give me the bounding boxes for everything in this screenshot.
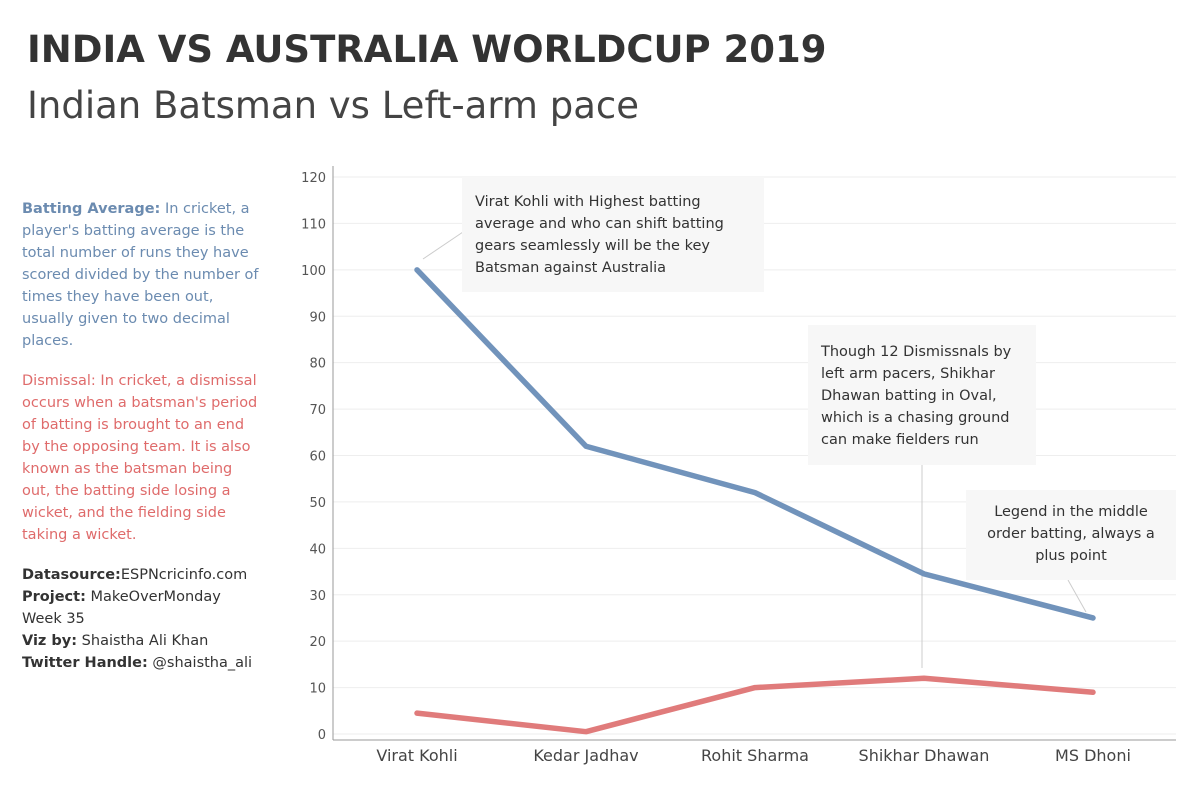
- credit-datasource: Datasource:ESPNcricinfo.com: [22, 564, 262, 586]
- annotation-text-line: order batting, always a: [987, 526, 1155, 542]
- data-point: [752, 685, 758, 690]
- annotation-connectors: [422, 231, 1087, 668]
- vizby-label: Viz by:: [22, 633, 78, 649]
- chart-subtitle: Indian Batsman vs Left-arm pace: [27, 84, 639, 127]
- x-tick-label: Virat Kohli: [376, 746, 457, 765]
- sidebar: Batting Average: In cricket, a player's …: [22, 198, 262, 674]
- y-tick-label: 90: [309, 310, 326, 325]
- chart-title: INDIA VS AUSTRALIA WORLDCUP 2019: [27, 28, 827, 71]
- data-point: [1090, 615, 1096, 621]
- y-tick-label: 40: [309, 542, 326, 557]
- credit-twitter: Twitter Handle: @shaistha_ali: [22, 652, 262, 674]
- credits: Datasource:ESPNcricinfo.com Project: Mak…: [22, 564, 262, 674]
- annotation-callout: Legend in the middle order batting, alway…: [966, 490, 1176, 580]
- annotation-box: [462, 177, 764, 292]
- data-point: [921, 571, 927, 577]
- x-tick-label: Kedar Jadhav: [533, 746, 638, 765]
- axes: 0 10 20 30 40 50 60 70 80 90 100 110 120 Virat Kohli K…: [301, 166, 1176, 765]
- data-point: [752, 490, 758, 495]
- credit-vizby: Viz by: Shaistha Ali Khan: [22, 630, 262, 652]
- series-lines: [414, 267, 1096, 735]
- data-point: [1090, 690, 1096, 695]
- dismissal-definition: Dismissal: In cricket, a dismissal occur…: [22, 373, 258, 543]
- annotations: Virat Kohli with Highest batting average …: [462, 177, 1176, 580]
- y-tick-label: 60: [309, 450, 326, 465]
- y-tick-label: 20: [309, 635, 326, 650]
- data-point: [414, 267, 420, 273]
- y-tick-label: 120: [301, 171, 326, 186]
- data-point: [921, 676, 927, 681]
- annotation-box: [808, 325, 1036, 465]
- annotation-callout: Virat Kohli with Highest batting average …: [462, 177, 764, 292]
- annotation-text-line: can make fielders run: [821, 432, 979, 448]
- data-point: [414, 710, 420, 716]
- project-label: Project:: [22, 589, 86, 605]
- annotation-connector: [1067, 579, 1087, 613]
- y-tick-label: 0: [318, 728, 326, 743]
- annotation-text-line: gears seamlessly will be the key: [475, 238, 710, 254]
- y-tick-label: 30: [309, 589, 326, 604]
- y-tick-label: 50: [309, 496, 326, 511]
- x-tick-label: MS Dhoni: [1055, 746, 1131, 765]
- annotation-box: [966, 490, 1176, 580]
- annotation-text-line: left arm pacers, Shikhar: [821, 366, 995, 382]
- y-tick-label: 70: [309, 403, 326, 418]
- y-tick-label: 80: [309, 357, 326, 372]
- annotation-text-line: Legend in the middle: [994, 504, 1148, 520]
- annotation-text-line: Batsman against Australia: [475, 260, 666, 276]
- annotation-text-line: which is a chasing ground: [821, 410, 1009, 426]
- vizby-value: Shaistha Ali Khan: [77, 633, 209, 649]
- datasource-label: Datasource:: [22, 567, 121, 583]
- project-value: MakeOverMonday: [85, 589, 221, 605]
- x-tick-label: Rohit Sharma: [701, 746, 809, 765]
- annotation-text-line: Though 12 Dismissnals by: [820, 344, 1012, 360]
- y-tick-label: 10: [309, 682, 326, 697]
- batting-average-text: In cricket, a player's batting average i…: [22, 201, 259, 349]
- twitter-value: @shaistha_ali: [147, 655, 253, 671]
- data-point: [583, 729, 589, 734]
- twitter-label: Twitter Handle:: [22, 655, 148, 671]
- batting-average-definition: Batting Average: In cricket, a player's …: [22, 198, 262, 352]
- annotation-text-line: Virat Kohli with Highest batting: [475, 194, 701, 210]
- credit-week: Week 35: [22, 611, 85, 627]
- annotation-callout: Though 12 Dismissnals by left arm pacers,…: [808, 325, 1036, 465]
- annotation-connector: [422, 231, 464, 260]
- y-tick-label: 110: [301, 217, 326, 232]
- annotation-text-line: plus point: [1035, 548, 1107, 564]
- x-tick-label: Shikhar Dhawan: [859, 746, 990, 765]
- credit-project: Project: MakeOverMonday: [22, 586, 262, 608]
- data-point: [583, 444, 589, 449]
- batting-average-term: Batting Average:: [22, 201, 161, 217]
- annotation-text-line: Dhawan batting in Oval,: [821, 388, 997, 404]
- annotation-text-line: average and who can shift batting: [475, 216, 724, 232]
- y-tick-label: 100: [301, 264, 326, 279]
- datasource-value: ESPNcricinfo.com: [120, 567, 248, 583]
